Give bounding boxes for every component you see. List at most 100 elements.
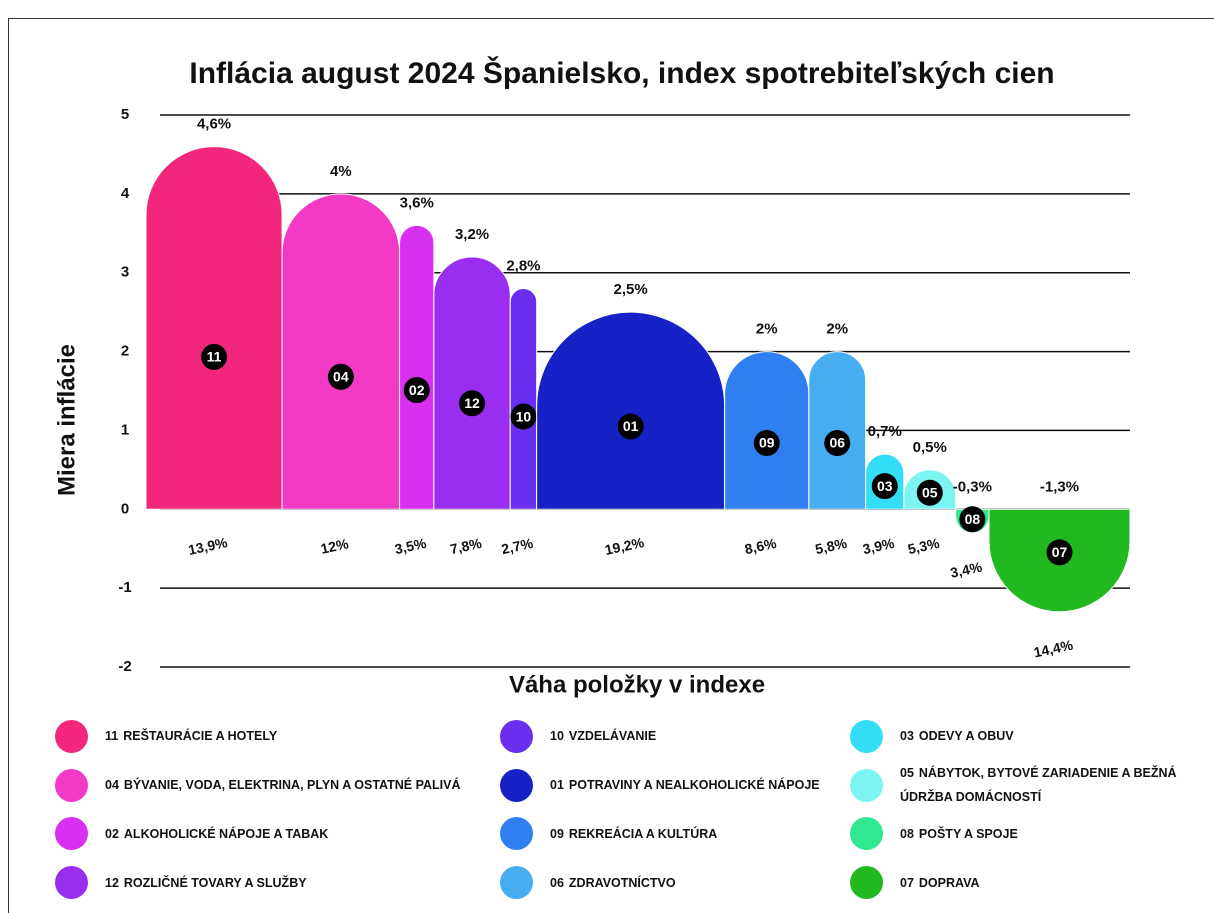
value-label: -0,3% (953, 478, 992, 495)
legend-name: VZDELÁVANIE (568, 729, 657, 744)
legend-swatch (850, 768, 883, 802)
legend-text: 09 REKREÁCIA A KULTÚRA (550, 822, 717, 846)
legend-swatch (500, 866, 533, 900)
legend-name: POŠTY A SPOJE (918, 826, 1018, 841)
weight-label: 3,4% (949, 558, 984, 580)
legend-code: 01 (550, 778, 564, 793)
value-label: 2% (826, 321, 848, 338)
legend-item: 08 POŠTY A SPOJE (850, 810, 1185, 859)
weight-label: 13,9% (187, 534, 230, 558)
code-label: 10 (516, 408, 532, 424)
legend-name: REKREÁCIA A KULTÚRA (568, 826, 718, 841)
code-badge (617, 413, 644, 440)
legend-text: 03 ODEVY A OBUV (900, 724, 1014, 748)
code-badge (201, 343, 228, 370)
code-badge (959, 506, 986, 533)
legend-text: 08 POŠTY A SPOJE (900, 822, 1018, 846)
legend-text: 05 NÁBYTOK, BYTOVÉ ZARIADENIE A BEŽNÁ ÚDR… (900, 761, 1185, 809)
value-label: 2,8% (506, 257, 540, 274)
legend-text: 07 DOPRAVA (900, 871, 980, 895)
value-label: 3,2% (455, 226, 489, 243)
y-axis-title: Miera inflácie (53, 344, 80, 496)
legend-code: 12 (105, 875, 119, 890)
legend-text: 06 ZDRAVOTNÍCTVO (550, 871, 676, 895)
code-badge (824, 430, 851, 457)
y-tick-label: 4 (121, 185, 130, 202)
frame (8, 18, 1214, 913)
y-tick-label: 2 (121, 343, 129, 360)
legend-swatch (850, 719, 883, 753)
code-label: 02 (409, 382, 425, 398)
weight-label: 5,3% (906, 535, 941, 557)
code-badge (916, 479, 943, 506)
code-label: 09 (759, 435, 775, 451)
code-badge (510, 403, 537, 430)
bar (399, 224, 435, 510)
legend-code: 04 (105, 778, 119, 793)
code-label: 07 (1052, 544, 1068, 560)
legend-text: 11 REŠTAURÁCIE A HOTELY (105, 724, 277, 748)
code-badge (459, 390, 486, 417)
legend-text: 02 ALKOHOLICKÉ NÁPOJE A TABAK (105, 822, 328, 846)
weight-label: 7,8% (448, 535, 483, 557)
legend-name: NÁBYTOK, BYTOVÉ ZARIADENIE A BEŽNÁ ÚDRŽB… (900, 766, 1177, 805)
legend-code: 07 (900, 875, 914, 890)
legend-swatch (55, 719, 88, 753)
legend-item: 02 ALKOHOLICKÉ NÁPOJE A TABAK (55, 810, 500, 859)
y-tick-label: -2 (118, 658, 131, 675)
y-tick-label: 3 (121, 264, 129, 281)
legend-item: 04 BÝVANIE, VODA, ELEKTRINA, PLYN A OSTAT… (55, 761, 500, 810)
legend: 11 REŠTAURÁCIE A HOTELY 04 BÝVANIE, VODA, E… (55, 712, 1185, 907)
legend-swatch (55, 866, 88, 900)
bar (281, 193, 401, 510)
legend-code: 03 (900, 729, 914, 744)
bar (433, 256, 511, 510)
legend-name: POTRAVINY A NEALKOHOLICKÉ NÁPOJE (568, 778, 820, 793)
value-label: 3,6% (400, 194, 434, 211)
legend-item: 10 VZDELÁVANIE (500, 712, 850, 761)
legend-name: REŠTAURÁCIE A HOTELY (123, 729, 278, 744)
legend-code: 02 (105, 826, 119, 841)
value-label: 2,5% (614, 281, 648, 298)
code-label: 06 (829, 435, 845, 451)
value-label: 0,7% (868, 423, 902, 440)
legend-name: BÝVANIE, VODA, ELEKTRINA, PLYN A OSTATNÉ… (123, 778, 461, 793)
code-label: 03 (877, 478, 893, 494)
value-label: 4,6% (197, 116, 231, 133)
legend-swatch (500, 817, 533, 851)
legend-name: ZDRAVOTNÍCTVO (568, 875, 676, 890)
legend-text: 04 BÝVANIE, VODA, ELEKTRINA, PLYN A OSTAT… (105, 773, 461, 797)
code-badge (403, 377, 430, 404)
legend-code: 08 (900, 826, 914, 841)
chart-title: Inflácia august 2024 Španielsko, index s… (189, 56, 1054, 90)
code-badge (871, 473, 898, 500)
weight-label: 19,2% (603, 534, 646, 558)
code-label: 12 (464, 395, 480, 411)
legend-swatch (500, 768, 533, 802)
legend-swatch (850, 866, 883, 900)
weight-label: 12% (319, 535, 350, 557)
legend-text: 12 ROZLIČNÉ TOVARY A SLUŽBY (105, 871, 307, 895)
bar (536, 311, 726, 510)
y-tick-label: 5 (121, 106, 129, 123)
legend-code: 09 (550, 826, 564, 841)
weight-label: 3,5% (393, 535, 428, 557)
chart: Inflácia august 2024 Španielsko, index s… (53, 56, 1131, 698)
legend-item: 06 ZDRAVOTNÍCTVO (500, 858, 850, 907)
legend-code: 10 (550, 729, 564, 744)
legend-name: ROZLIČNÉ TOVARY A SLUŽBY (123, 875, 307, 890)
value-label: 2% (756, 321, 778, 338)
bar (509, 287, 538, 510)
bar (145, 146, 283, 510)
weight-label: 2,7% (500, 535, 535, 557)
legend-item: 12 ROZLIČNÉ TOVARY A SLUŽBY (55, 858, 500, 907)
legend-item: 05 NÁBYTOK, BYTOVÉ ZARIADENIE A BEŽNÁ ÚDR… (850, 761, 1185, 810)
legend-swatch (55, 817, 88, 851)
legend-item: 07 DOPRAVA (850, 858, 1185, 907)
legend-item: 01 POTRAVINY A NEALKOHOLICKÉ NÁPOJE (500, 761, 850, 810)
code-label: 05 (922, 484, 938, 500)
legend-code: 06 (550, 875, 564, 890)
y-tick-label: 0 (121, 500, 129, 517)
value-label: -1,3% (1040, 478, 1079, 495)
value-label: 0,5% (913, 439, 947, 456)
